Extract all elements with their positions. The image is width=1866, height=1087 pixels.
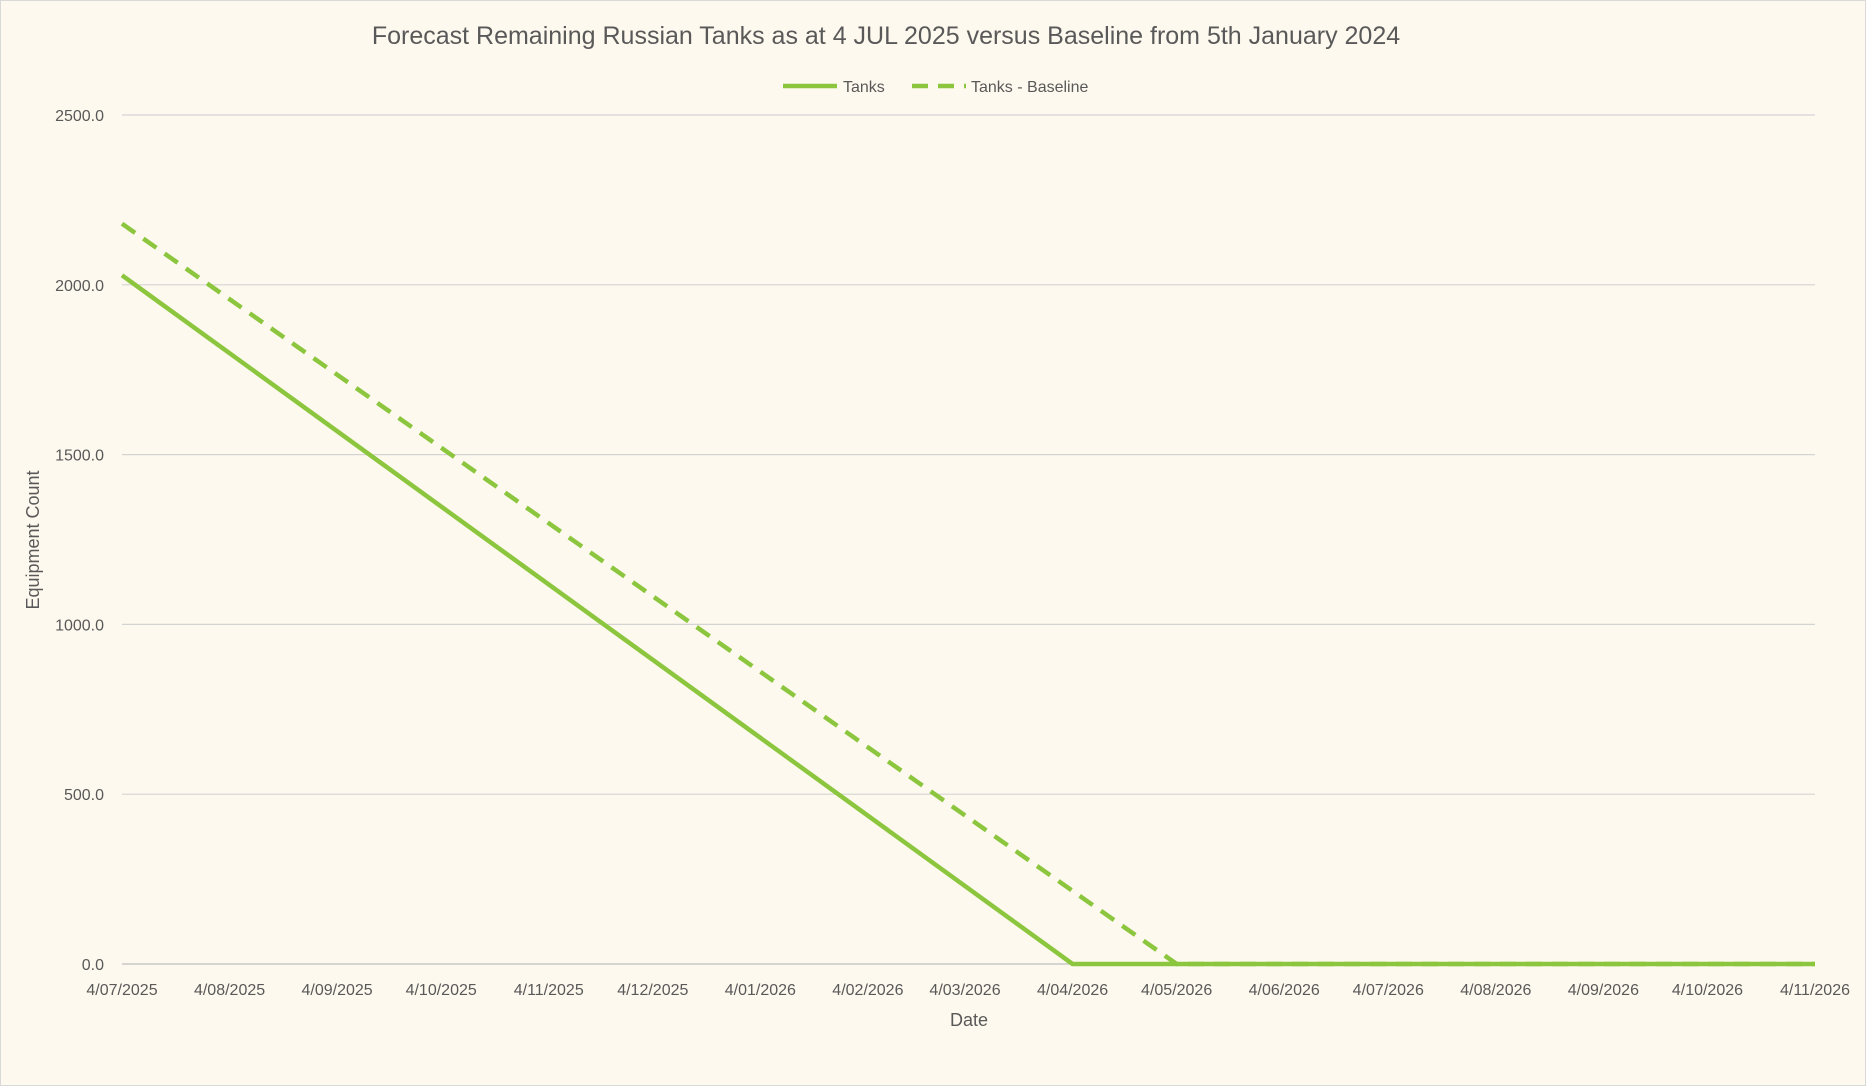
x-tick-label: 4/02/2026 (832, 982, 903, 999)
x-tick-label: 4/07/2026 (1353, 982, 1424, 999)
x-tick-label: 4/08/2025 (194, 982, 265, 999)
x-tick-label: 4/11/2026 (1780, 982, 1850, 999)
legend-label-tanks: Tanks (843, 79, 885, 96)
x-tick-label: 4/01/2026 (725, 982, 796, 999)
y-axis-title: Equipment Count (23, 470, 43, 609)
x-tick-label: 4/05/2026 (1141, 982, 1212, 999)
y-tick-label: 500.0 (64, 787, 104, 804)
legend: Tanks Tanks - Baseline (783, 79, 1088, 96)
x-tick-label: 4/04/2026 (1037, 982, 1108, 999)
gridlines (122, 114, 1815, 965)
y-tick-label: 0.0 (82, 957, 104, 974)
x-tick-label: 4/10/2025 (406, 982, 477, 999)
x-tick-label: 4/09/2025 (302, 982, 373, 999)
y-tick-label: 1500.0 (55, 448, 104, 465)
x-axis-ticks: 4/07/2025 4/08/2025 4/09/2025 4/10/2025 4/11… (86, 982, 1850, 999)
series-line-tanks-baseline (120, 221, 1815, 967)
chart-title: Forecast Remaining Russian Tanks as at 4… (372, 22, 1400, 50)
x-tick-label: 4/10/2026 (1672, 982, 1743, 999)
series-layer (120, 221, 1815, 967)
y-tick-label: 2500.0 (55, 108, 104, 125)
x-tick-label: 4/08/2026 (1460, 982, 1531, 999)
x-tick-label: 4/11/2025 (514, 982, 584, 999)
x-tick-label: 4/06/2026 (1249, 982, 1320, 999)
x-tick-label: 4/09/2026 (1568, 982, 1639, 999)
series-line-tanks (120, 273, 1815, 967)
x-tick-label: 4/07/2025 (86, 982, 157, 999)
y-tick-label: 2000.0 (55, 278, 104, 295)
legend-label-tanks-baseline: Tanks - Baseline (971, 79, 1088, 96)
x-axis-title: Date (950, 1010, 988, 1030)
y-axis-ticks: 0.0 500.0 1000.0 1500.0 2000.0 2500.0 (55, 108, 104, 974)
y-tick-label: 1000.0 (55, 617, 104, 634)
x-tick-label: 4/12/2025 (617, 982, 688, 999)
x-tick-label: 4/03/2026 (929, 982, 1000, 999)
